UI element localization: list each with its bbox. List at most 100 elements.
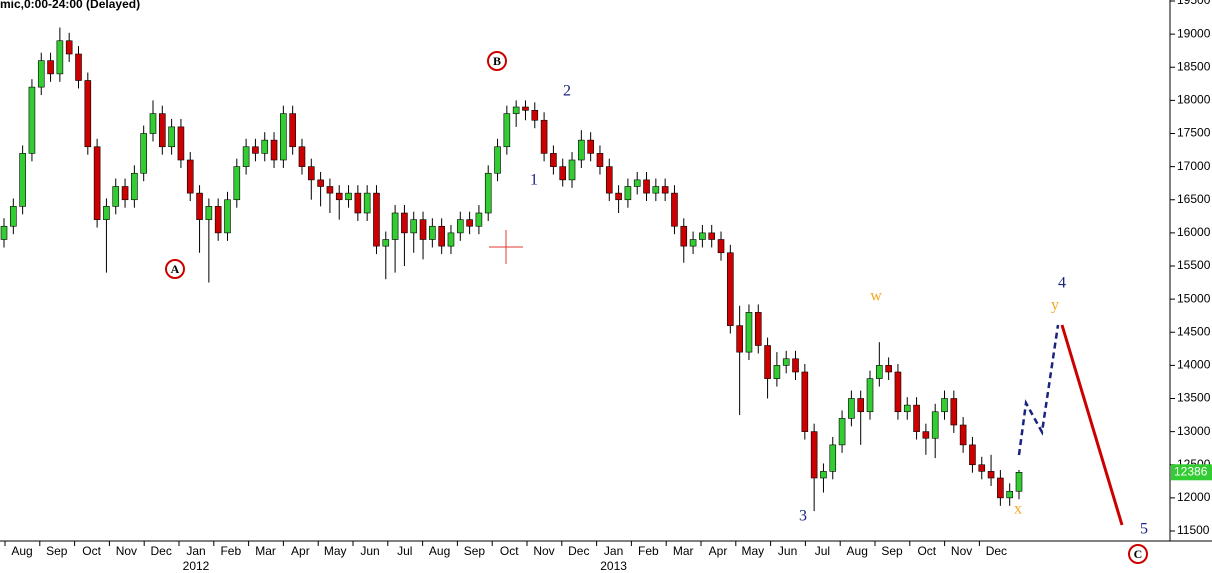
candle-body xyxy=(261,139,269,154)
candle-body xyxy=(792,358,799,373)
candle-body xyxy=(233,166,241,201)
candle-body xyxy=(363,192,371,214)
x-tick-label: Jun xyxy=(778,544,797,558)
candle-body xyxy=(708,232,716,240)
candle-body xyxy=(19,153,26,207)
candle-body xyxy=(252,146,259,154)
candle-body xyxy=(885,365,892,373)
x-tick-label: Apr xyxy=(709,544,728,558)
candle-body xyxy=(28,86,36,154)
candle-body xyxy=(438,225,445,247)
candle-body xyxy=(1015,472,1023,492)
candle-body xyxy=(605,166,613,194)
candle-body xyxy=(75,53,82,81)
candle-body xyxy=(782,358,790,366)
candle-body xyxy=(773,365,781,379)
x-tick-label: Apr xyxy=(291,544,310,558)
candle-body xyxy=(466,219,473,227)
candle-body xyxy=(568,159,576,181)
candle-body xyxy=(56,40,64,75)
wave-label: 1 xyxy=(530,172,538,189)
candle-body xyxy=(652,186,660,194)
x-tick-label: Oct xyxy=(82,544,101,558)
candle-body xyxy=(596,153,604,167)
crosshair xyxy=(489,230,523,264)
x-tick-label: Dec xyxy=(986,544,1007,558)
candle-body xyxy=(307,166,315,181)
candle-body xyxy=(512,106,520,114)
y-tick-label: 11500 xyxy=(1177,523,1210,537)
candle-body xyxy=(419,219,427,240)
x-tick-label: May xyxy=(741,544,764,558)
candle-body xyxy=(820,471,827,479)
wave-label: y xyxy=(1051,297,1059,314)
x-tick-label: Jul xyxy=(397,544,412,558)
x-tick-label: Sep xyxy=(46,544,68,558)
y-tick-label: 13000 xyxy=(1177,424,1211,438)
candle-body xyxy=(866,378,874,413)
candle-body xyxy=(168,126,175,148)
candle-body xyxy=(503,113,511,148)
wave-label: C xyxy=(1134,547,1143,561)
last-price-label: 12386 xyxy=(1174,464,1208,478)
x-tick-label: Aug xyxy=(11,544,32,558)
x-tick-label: Aug xyxy=(847,544,868,558)
x-tick-label: Sep xyxy=(881,544,903,558)
candle-body xyxy=(903,404,911,413)
candle-body xyxy=(121,186,129,201)
candle-body xyxy=(205,206,213,220)
candle-body xyxy=(196,192,203,220)
candle-body xyxy=(47,60,54,75)
y-tick-label: 18000 xyxy=(1177,93,1211,107)
x-tick-label: Sep xyxy=(464,544,486,558)
candle-body xyxy=(848,398,855,419)
x-tick-label: Oct xyxy=(917,544,936,558)
candle-body xyxy=(689,239,697,247)
y-tick-label: 14500 xyxy=(1177,324,1211,338)
candle-body xyxy=(373,192,380,247)
candle-body xyxy=(680,225,688,247)
candle-body xyxy=(494,146,501,174)
candle-body xyxy=(93,146,101,220)
y-tick-label: 16000 xyxy=(1177,225,1211,239)
year-label: 2013 xyxy=(600,559,627,573)
candle-body xyxy=(540,119,548,154)
candle-body xyxy=(37,60,45,88)
candle-body xyxy=(838,418,846,446)
candle-body xyxy=(978,464,986,472)
candle-body xyxy=(382,239,390,247)
wave-label: 3 xyxy=(799,508,807,525)
y-tick-label: 18500 xyxy=(1177,59,1211,73)
candle-body xyxy=(987,471,995,479)
candle-body xyxy=(401,212,408,234)
candle-body xyxy=(587,139,594,154)
candle-body xyxy=(214,206,222,234)
candle-body xyxy=(578,139,585,161)
wave-label: 4 xyxy=(1058,275,1066,292)
candle-body xyxy=(224,199,231,234)
y-tick-label: 12000 xyxy=(1177,490,1211,504)
x-tick-label: May xyxy=(324,544,347,558)
y-tick-label: 17500 xyxy=(1177,126,1211,140)
y-tick-label: 15000 xyxy=(1177,291,1211,305)
candle-body xyxy=(633,179,641,187)
x-tick-label: Nov xyxy=(951,544,972,558)
candle-body xyxy=(671,192,678,227)
y-tick-label: 17000 xyxy=(1177,159,1211,173)
candle-body xyxy=(456,219,464,234)
wave-label: A xyxy=(171,262,180,276)
candle-body xyxy=(186,159,194,194)
candle-body xyxy=(764,345,771,379)
candle-body xyxy=(298,146,306,167)
candle-body xyxy=(661,186,669,194)
candle-body xyxy=(447,232,455,247)
candle-body xyxy=(84,80,92,148)
wave-c-projection xyxy=(1060,324,1124,526)
candle-body xyxy=(559,166,567,181)
candle-body xyxy=(550,153,557,167)
candle-body xyxy=(727,252,734,326)
candle-body xyxy=(876,365,883,379)
x-tick-label: Mar xyxy=(673,544,694,558)
y-tick-label: 19500 xyxy=(1177,0,1211,7)
